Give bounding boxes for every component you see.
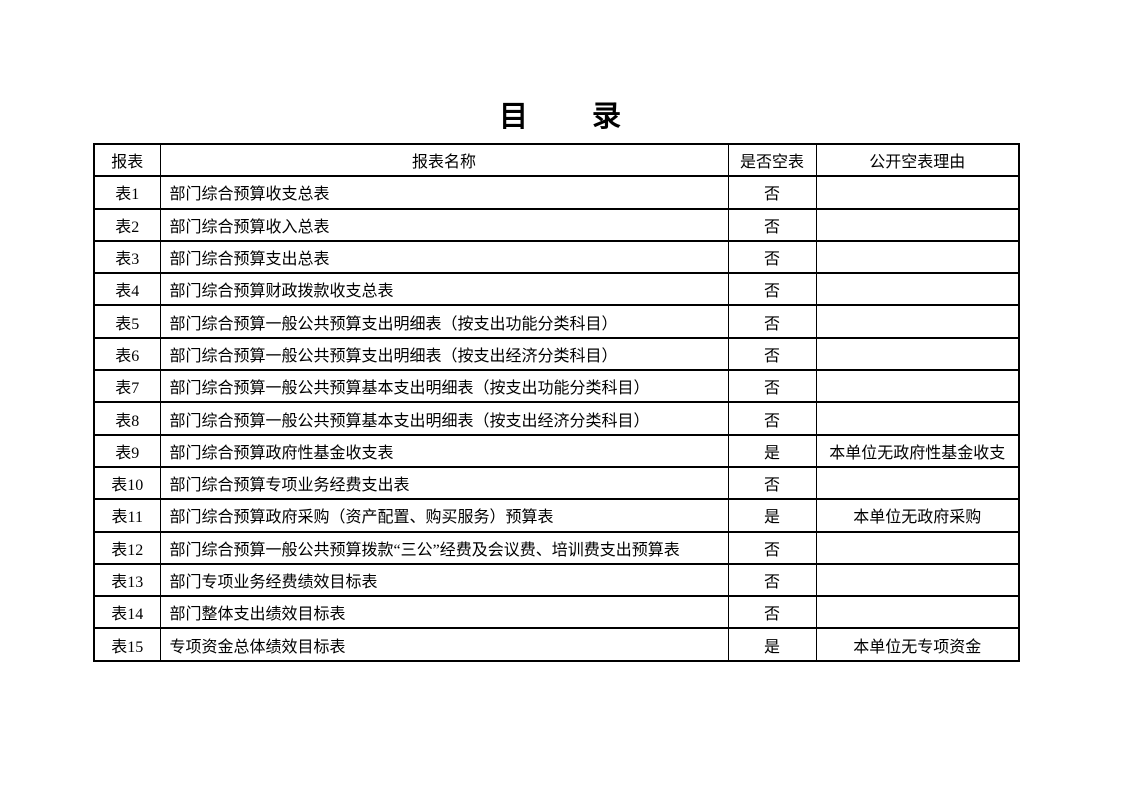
cell-is-empty: 否 (727, 562, 817, 598)
cell-is-empty: 否 (727, 239, 817, 275)
table-header-row: 报表 报表名称 是否空表 公开空表理由 (93, 142, 1020, 178)
table-row: 表6 部门综合预算一般公共预算支出明细表（按支出经济分类科目） 否 (93, 336, 1020, 372)
table-row: 表7 部门综合预算一般公共预算基本支出明细表（按支出功能分类科目） 否 (93, 369, 1020, 404)
table-row: 表10 部门综合预算专项业务经费支出表 否 (93, 465, 1020, 501)
cell-report-id: 表9 (93, 433, 161, 468)
table-row: 表9 部门综合预算政府性基金收支表 是 本单位无政府性基金收支 (93, 433, 1020, 468)
cell-report-id: 表2 (93, 207, 161, 242)
cell-reason (815, 207, 1020, 242)
cell-reason (815, 336, 1020, 372)
header-report: 报表 (93, 142, 161, 178)
cell-report-id: 表15 (93, 627, 161, 662)
cell-reason (815, 369, 1020, 404)
cell-is-empty: 否 (727, 336, 817, 372)
cell-reason: 本单位无政府性基金收支 (815, 433, 1020, 468)
cell-report-id: 表10 (93, 465, 161, 501)
table-row: 表2 部门综合预算收入总表 否 (93, 207, 1020, 242)
cell-reason (815, 530, 1020, 565)
table-row: 表15 专项资金总体绩效目标表 是 本单位无专项资金 (93, 627, 1020, 662)
cell-report-name: 部门综合预算一般公共预算基本支出明细表（按支出经济分类科目） (159, 401, 729, 436)
cell-report-id: 表1 (93, 175, 161, 210)
cell-report-name: 部门综合预算一般公共预算支出明细表（按支出经济分类科目） (159, 336, 729, 372)
table-row: 表4 部门综合预算财政拨款收支总表 否 (93, 272, 1020, 307)
cell-report-name: 专项资金总体绩效目标表 (159, 627, 729, 662)
cell-reason: 本单位无专项资金 (815, 627, 1020, 662)
table-row: 表11 部门综合预算政府采购（资产配置、购买服务）预算表 是 本单位无政府采购 (93, 498, 1020, 533)
header-is-empty: 是否空表 (727, 142, 817, 178)
cell-report-id: 表13 (93, 562, 161, 598)
header-reason: 公开空表理由 (815, 142, 1020, 178)
cell-report-name: 部门综合预算一般公共预算拨款“三公”经费及会议费、培训费支出预算表 (159, 530, 729, 565)
table-row: 表12 部门综合预算一般公共预算拨款“三公”经费及会议费、培训费支出预算表 否 (93, 530, 1020, 565)
cell-report-name: 部门综合预算收支总表 (159, 175, 729, 210)
cell-report-name: 部门综合预算一般公共预算支出明细表（按支出功能分类科目） (159, 304, 729, 339)
cell-report-name: 部门整体支出绩效目标表 (159, 595, 729, 630)
table-row: 表1 部门综合预算收支总表 否 (93, 175, 1020, 210)
cell-reason: 本单位无政府采购 (815, 498, 1020, 533)
cell-report-name: 部门综合预算财政拨款收支总表 (159, 272, 729, 307)
table-row: 表3 部门综合预算支出总表 否 (93, 239, 1020, 275)
toc-table: 报表 报表名称 是否空表 公开空表理由 表1 部门综合预算收支总表 否 表2 部… (93, 142, 1020, 662)
cell-report-id: 表4 (93, 272, 161, 307)
cell-is-empty: 否 (727, 175, 817, 210)
cell-report-id: 表14 (93, 595, 161, 630)
cell-reason (815, 239, 1020, 275)
table-row: 表13 部门专项业务经费绩效目标表 否 (93, 562, 1020, 598)
table-row: 表14 部门整体支出绩效目标表 否 (93, 595, 1020, 630)
cell-report-name: 部门综合预算一般公共预算基本支出明细表（按支出功能分类科目） (159, 369, 729, 404)
cell-is-empty: 否 (727, 530, 817, 565)
cell-is-empty: 否 (727, 304, 817, 339)
cell-report-name: 部门综合预算专项业务经费支出表 (159, 465, 729, 501)
cell-report-name: 部门综合预算支出总表 (159, 239, 729, 275)
cell-reason (815, 304, 1020, 339)
cell-is-empty: 是 (727, 627, 817, 662)
cell-reason (815, 595, 1020, 630)
table-body: 表1 部门综合预算收支总表 否 表2 部门综合预算收入总表 否 表3 部门综合预… (93, 175, 1020, 662)
cell-is-empty: 是 (727, 498, 817, 533)
cell-report-id: 表3 (93, 239, 161, 275)
cell-report-id: 表11 (93, 498, 161, 533)
cell-is-empty: 否 (727, 272, 817, 307)
cell-is-empty: 是 (727, 433, 817, 468)
cell-is-empty: 否 (727, 401, 817, 436)
cell-is-empty: 否 (727, 207, 817, 242)
cell-reason (815, 272, 1020, 307)
table-row: 表5 部门综合预算一般公共预算支出明细表（按支出功能分类科目） 否 (93, 304, 1020, 339)
cell-is-empty: 否 (727, 465, 817, 501)
cell-reason (815, 175, 1020, 210)
cell-report-id: 表8 (93, 401, 161, 436)
cell-report-id: 表7 (93, 369, 161, 404)
cell-is-empty: 否 (727, 369, 817, 404)
cell-report-name: 部门综合预算政府性基金收支表 (159, 433, 729, 468)
cell-report-name: 部门综合预算收入总表 (159, 207, 729, 242)
cell-is-empty: 否 (727, 595, 817, 630)
table-row: 表8 部门综合预算一般公共预算基本支出明细表（按支出经济分类科目） 否 (93, 401, 1020, 436)
cell-reason (815, 401, 1020, 436)
cell-report-name: 部门专项业务经费绩效目标表 (159, 562, 729, 598)
cell-report-name: 部门综合预算政府采购（资产配置、购买服务）预算表 (159, 498, 729, 533)
page-title: 目 录 (498, 101, 623, 133)
cell-report-id: 表12 (93, 530, 161, 565)
header-report-name: 报表名称 (159, 142, 729, 178)
cell-report-id: 表5 (93, 304, 161, 339)
cell-report-id: 表6 (93, 336, 161, 372)
cell-reason (815, 562, 1020, 598)
cell-reason (815, 465, 1020, 501)
